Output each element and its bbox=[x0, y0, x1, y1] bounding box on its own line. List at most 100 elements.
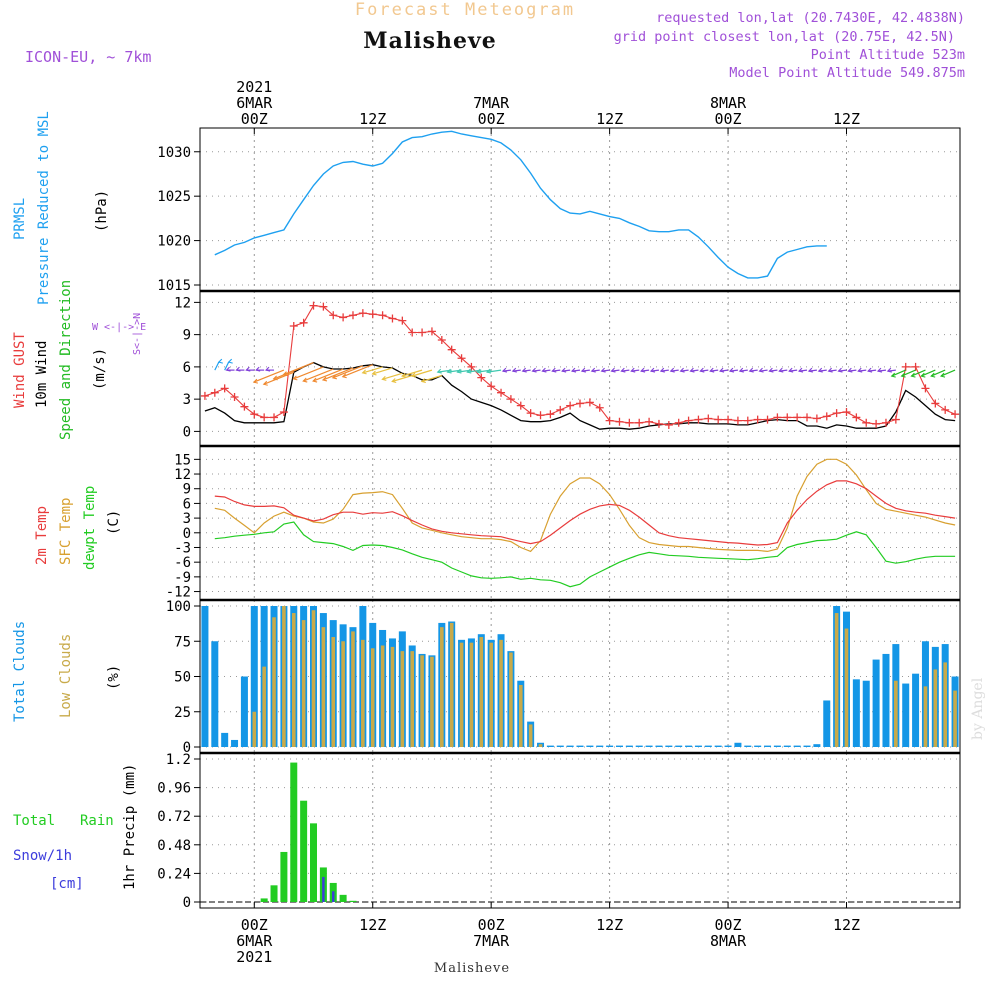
gust-point bbox=[457, 354, 466, 363]
y-tick-label: 12 bbox=[174, 467, 191, 483]
y-tick-label: 0 bbox=[183, 740, 191, 756]
low-cloud-bar bbox=[420, 655, 424, 747]
y-tick-label: -12 bbox=[166, 585, 191, 601]
wind-arrow-head bbox=[312, 377, 318, 383]
time-label-top: 00Z bbox=[478, 110, 505, 128]
total-cloud-bar bbox=[645, 745, 653, 747]
low-cloud-bar bbox=[262, 666, 266, 747]
total-cloud-bar bbox=[211, 641, 219, 747]
wind-arrow-head bbox=[890, 372, 896, 378]
time-label-bottom: 00Z bbox=[478, 916, 505, 934]
wind-arrow-head bbox=[446, 368, 452, 374]
gust-point bbox=[951, 410, 960, 419]
wind-arrow-head bbox=[410, 372, 417, 378]
location-title: Malisheve bbox=[363, 28, 496, 54]
y-tick-label: 6 bbox=[183, 496, 191, 512]
wind-arrow-head bbox=[640, 367, 646, 373]
wind-arrow-head bbox=[381, 375, 387, 381]
y-tick-label: 1020 bbox=[157, 234, 191, 250]
wind-arrow-head bbox=[485, 368, 492, 374]
time-label-bottom: 2021 bbox=[236, 948, 272, 966]
gust-point bbox=[585, 398, 594, 407]
wind-arrow-head bbox=[302, 377, 308, 383]
total-cloud-bar bbox=[606, 745, 614, 747]
total-cloud-bar bbox=[803, 745, 811, 747]
low-cloud-bar bbox=[923, 686, 928, 747]
y-tick-label: 1025 bbox=[157, 189, 191, 205]
y-tick-label: 75 bbox=[174, 634, 191, 650]
gust-point bbox=[822, 412, 831, 421]
low-cloud-bar bbox=[489, 642, 493, 747]
wind-arrow-head bbox=[778, 367, 784, 373]
wind-arrow-head bbox=[541, 367, 547, 373]
wind-arrow-head bbox=[321, 376, 328, 382]
wind-arrow-head bbox=[561, 367, 567, 373]
gust-point bbox=[497, 388, 506, 397]
gust-point bbox=[526, 409, 535, 418]
gust-point bbox=[260, 413, 269, 422]
prmsl-line bbox=[214, 130, 827, 279]
pressure-labels: PRMSL Pressure Reduced to MSL (hPa) bbox=[12, 111, 110, 305]
low-cloud-bar bbox=[321, 627, 326, 747]
gust-point bbox=[348, 311, 357, 320]
wind-arrow-head bbox=[768, 367, 774, 373]
gust-point bbox=[576, 399, 584, 408]
plot-area: 1015102010251030036912-12-9-6-3036912150… bbox=[157, 78, 961, 966]
total-cloud-bar bbox=[635, 745, 643, 747]
wind-direction-arrow bbox=[253, 369, 285, 383]
model-label: ICON-EU, ~ 7km bbox=[25, 48, 151, 66]
wind-arrow-head bbox=[939, 372, 946, 378]
low-cloud-bar bbox=[400, 651, 405, 747]
wind-arrow-head bbox=[531, 367, 537, 373]
total-cloud-bar bbox=[754, 745, 762, 747]
wind-direction-arrow bbox=[401, 369, 423, 377]
total-cloud-bar bbox=[744, 745, 752, 747]
wind-dir-label: Speed and Direction bbox=[58, 280, 74, 440]
wind-arrow-head bbox=[476, 368, 482, 374]
wind-direction-arrow bbox=[224, 361, 230, 371]
gust-point bbox=[220, 384, 229, 393]
low-cloud-bar bbox=[351, 631, 355, 747]
y-tick-label: 0.24 bbox=[157, 866, 191, 882]
total-cloud-bar bbox=[546, 745, 554, 747]
gust-point bbox=[546, 410, 555, 419]
model-altitude: Model Point Altitude 549.875m bbox=[729, 65, 965, 81]
wind-arrow-head bbox=[252, 378, 259, 384]
wind-direction-arrow bbox=[293, 366, 324, 380]
low-cloud-bar bbox=[518, 684, 523, 747]
gust-point bbox=[714, 415, 723, 424]
rain-label: Rain bbox=[80, 813, 114, 829]
total-cloud-bar bbox=[783, 745, 791, 747]
wind-arrow-head bbox=[620, 367, 626, 373]
temp-2m-line bbox=[214, 480, 956, 546]
gust-point bbox=[595, 403, 604, 412]
gust-point bbox=[309, 301, 318, 310]
gust-point bbox=[210, 388, 219, 397]
wind-direction-arrow bbox=[214, 361, 220, 371]
low-cloud-bar bbox=[953, 690, 957, 747]
panel-frame bbox=[199, 290, 961, 447]
pressure-unit: (hPa) bbox=[94, 190, 110, 232]
total-cloud-bar bbox=[240, 676, 248, 747]
gust-point bbox=[506, 395, 515, 404]
time-label-top: 12Z bbox=[833, 110, 860, 128]
gust-point bbox=[773, 413, 782, 422]
y-tick-label: -6 bbox=[174, 555, 191, 571]
time-label-bottom: 12Z bbox=[596, 916, 623, 934]
rain-bar bbox=[349, 900, 357, 902]
wind-direction-arrow bbox=[263, 371, 294, 385]
gust-point bbox=[536, 411, 545, 420]
time-label-bottom: 7MAR bbox=[473, 932, 510, 950]
rain-bar bbox=[260, 898, 268, 902]
precip-labels: Total Rain Snow/1h [cm] 1hr Precip (mm) bbox=[13, 764, 138, 892]
gust-point bbox=[289, 322, 298, 331]
wind-direction-arrow bbox=[382, 372, 403, 380]
total-cloud-bar bbox=[655, 745, 663, 747]
low-cloud-bar bbox=[499, 639, 503, 747]
low-cloud-bar bbox=[449, 622, 454, 747]
total-cloud-bar bbox=[704, 745, 712, 747]
gust-point bbox=[329, 311, 338, 320]
wind-arrow-head bbox=[570, 367, 577, 373]
wind-arrow-head bbox=[788, 367, 794, 373]
